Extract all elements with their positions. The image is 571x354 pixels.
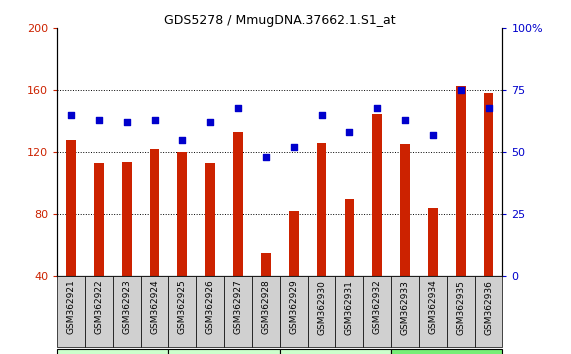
Bar	[280, 349, 391, 354]
Text: GSM362933: GSM362933	[400, 280, 409, 335]
Bar	[447, 276, 475, 347]
Point	[234, 105, 243, 110]
Bar	[400, 144, 410, 276]
Text: GSM362928: GSM362928	[262, 280, 271, 335]
Point	[317, 112, 326, 118]
Title: GDS5278 / MmugDNA.37662.1.S1_at: GDS5278 / MmugDNA.37662.1.S1_at	[164, 14, 396, 27]
Bar	[456, 86, 465, 276]
Bar	[206, 163, 215, 276]
Bar	[150, 149, 159, 276]
Bar	[224, 276, 252, 347]
Point	[400, 117, 409, 123]
Point	[456, 87, 465, 93]
Bar	[94, 163, 104, 276]
Point	[206, 120, 215, 125]
Text: GSM362927: GSM362927	[234, 280, 243, 335]
Bar	[168, 349, 280, 354]
Bar	[344, 199, 354, 276]
Text: GSM362936: GSM362936	[484, 280, 493, 335]
Bar	[317, 143, 327, 276]
Text: GSM362923: GSM362923	[122, 280, 131, 335]
Bar	[475, 276, 502, 347]
Bar	[57, 349, 168, 354]
Point	[150, 117, 159, 123]
Bar	[391, 276, 419, 347]
Bar	[280, 276, 308, 347]
Point	[178, 137, 187, 143]
Point	[122, 120, 131, 125]
Text: GSM362925: GSM362925	[178, 280, 187, 335]
Text: GSM362929: GSM362929	[289, 280, 298, 335]
Point	[289, 144, 298, 150]
Point	[428, 132, 437, 138]
Point	[94, 117, 103, 123]
Text: GSM362930: GSM362930	[317, 280, 326, 335]
Bar	[419, 276, 447, 347]
Bar	[335, 276, 363, 347]
Point	[345, 130, 354, 135]
Bar	[112, 276, 140, 347]
Bar	[252, 276, 280, 347]
Bar	[391, 349, 502, 354]
Text: GSM362932: GSM362932	[373, 280, 382, 335]
Text: GSM362926: GSM362926	[206, 280, 215, 335]
Bar	[428, 208, 438, 276]
Text: GSM362934: GSM362934	[428, 280, 437, 335]
Text: GSM362921: GSM362921	[66, 280, 75, 335]
Bar	[261, 253, 271, 276]
Text: GSM362931: GSM362931	[345, 280, 354, 335]
Bar	[484, 93, 493, 276]
Text: GSM362922: GSM362922	[94, 280, 103, 334]
Bar	[196, 276, 224, 347]
Bar	[122, 161, 131, 276]
Bar	[308, 276, 336, 347]
Bar	[168, 276, 196, 347]
Point	[373, 105, 382, 110]
Point	[262, 154, 271, 160]
Point	[66, 112, 75, 118]
Bar	[57, 276, 85, 347]
Bar	[372, 114, 382, 276]
Text: GSM362935: GSM362935	[456, 280, 465, 335]
Bar	[140, 276, 168, 347]
Bar	[289, 211, 299, 276]
Bar	[363, 276, 391, 347]
Bar	[178, 152, 187, 276]
Bar	[85, 276, 113, 347]
Point	[484, 105, 493, 110]
Text: GSM362924: GSM362924	[150, 280, 159, 334]
Bar	[66, 140, 76, 276]
Bar	[233, 132, 243, 276]
